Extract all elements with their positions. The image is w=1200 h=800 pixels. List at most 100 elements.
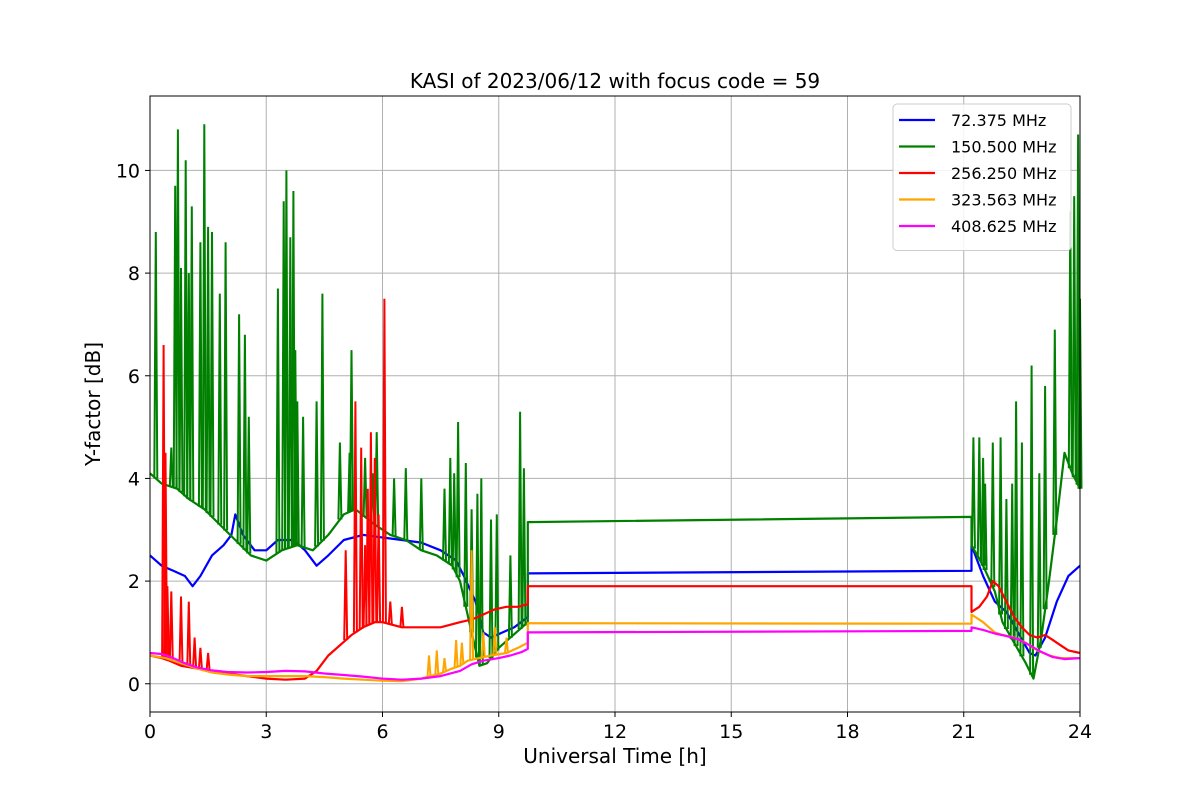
x-tick-label: 21 [952,721,976,743]
series-spike [337,442,343,520]
series-spike [205,652,211,671]
series-spike [1042,385,1048,610]
series-spike [300,416,306,548]
x-tick-label: 0 [144,721,156,743]
series-spike [459,642,465,665]
series-spike [314,401,320,547]
series-spike [1071,196,1077,478]
series-spike [217,293,223,525]
series-spike [507,555,513,638]
series-spike [434,650,440,675]
series-spike [970,437,976,549]
series-spike [391,478,397,537]
series-line [149,451,1081,680]
series-spike [376,514,382,623]
series-spike [201,124,207,510]
series-spike [455,421,461,578]
x-tick-label: 9 [493,721,505,743]
series-spike [418,478,424,551]
series-spike [494,514,500,651]
x-tick-label: 3 [260,721,272,743]
y-tick-label: 2 [128,571,140,593]
series-spike [164,586,170,661]
series-spike [453,640,459,668]
chart-title: KASI of 2023/06/12 with focus code = 59 [410,69,820,93]
series-group [149,626,1081,681]
series-spike [197,647,203,670]
series-spike [463,462,469,607]
series-spike [504,637,509,654]
series-spike [209,231,215,517]
legend-label: 150.500 MHz [951,138,1056,157]
series-spike [358,447,364,629]
series-spike [1036,473,1042,648]
y-axis-label: Y-factor [dB] [81,342,105,467]
series-spike [197,242,203,507]
series-spike [1029,365,1035,675]
x-tick-label: 12 [603,721,627,743]
series-line [149,626,1081,681]
series-spike [442,657,447,672]
series-spike [287,237,293,548]
series-spike [976,437,982,559]
series-spike [183,160,189,497]
series-spike [1003,498,1009,630]
series-spike [178,596,184,666]
x-tick-label: 18 [835,721,859,743]
series-spike [275,288,281,553]
x-axis-label: Universal Time [h] [523,744,706,768]
series-spike [399,606,405,628]
series-spike [426,655,432,677]
series-spike [205,226,211,514]
series-spike [982,483,988,571]
series-spike [368,432,374,624]
legend-label: 256.250 MHz [951,164,1056,183]
legend: 72.375 MHz 150.500 MHz 256.250 MHz 323.563 … [892,103,1072,251]
series-spike [242,334,248,550]
series-spike [343,550,349,641]
series-spike [990,442,996,588]
y-tick-label: 0 [128,674,140,696]
x-tick-label: 24 [1068,721,1092,743]
series-spike [246,416,252,554]
series-spike [478,478,484,666]
y-tick-label: 10 [116,160,140,182]
series-spike [153,231,159,479]
y-tick-label: 8 [128,263,140,285]
legend-box [892,103,1072,251]
legend-label: 323.563 MHz [951,191,1056,210]
series-spike [175,129,181,490]
legend-label: 72.375 MHz [951,111,1046,130]
series-spike [492,627,498,655]
series-spike [236,314,242,544]
series-spike [192,637,198,669]
series-spike [474,493,480,658]
series-spike [447,457,453,565]
series-spike [362,457,368,517]
series-spike [387,601,393,625]
series-spike [1009,483,1015,640]
series-spike [294,401,300,546]
series-spike [223,242,229,531]
series-spike [189,206,195,502]
series-spike [517,411,523,630]
series-spike [1052,329,1058,535]
series-spike [1019,442,1025,657]
series-spike [168,591,174,662]
y-tick-label: 6 [128,366,140,388]
series-spike [403,468,409,541]
series-spike [381,298,387,623]
series-spike [998,437,1004,615]
series-spike [521,468,527,626]
series-spike [349,350,354,511]
y-tick-label: 4 [128,468,140,490]
series-spike [451,473,457,570]
series-spike [186,601,192,668]
series-spike [352,401,358,633]
series-spike [372,457,378,623]
x-tick-label: 6 [376,721,388,743]
series-spike [442,488,447,561]
series-spike [283,170,289,549]
series-spike [178,267,184,493]
